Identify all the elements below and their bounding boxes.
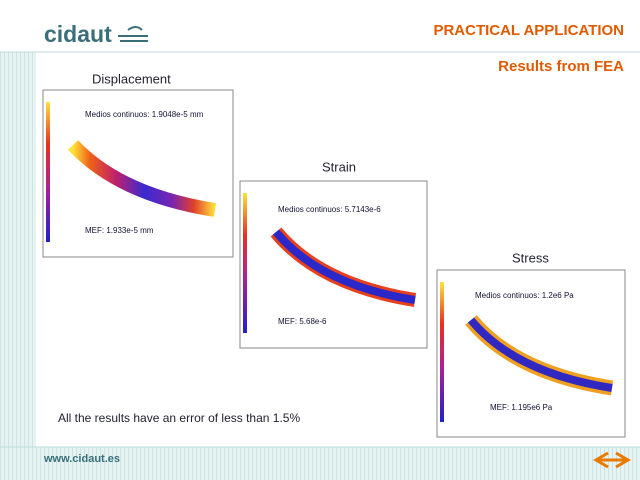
mef-result: MEF: 1.933e-5 mm [85,226,154,235]
logo: cidaut [44,21,112,47]
panel-label: Displacement [92,71,171,86]
beam [67,140,217,217]
result-image [436,269,626,438]
result-image [42,89,234,258]
header-bg [0,0,640,52]
panel-label: Strain [322,159,356,174]
beam [272,229,416,304]
footer-url: www.cidaut.es [43,453,120,465]
subtitle: Results from FEA [498,58,624,75]
title: PRACTICAL APPLICATION [433,22,624,39]
legend-bar [46,102,50,242]
logo-icon [118,26,148,42]
continuous-result: Medios continuos: 1.2e6 Pa [475,291,574,300]
continuous-result: Medios continuos: 5.7143e-6 [278,205,381,214]
legend-bar [440,282,444,422]
side-stripe [0,0,36,480]
panel-label: Stress [512,250,549,265]
beam [467,317,613,392]
mef-result: MEF: 5.68e-6 [278,317,327,326]
footer-bg [0,447,640,480]
note: All the results have an error of less th… [58,411,300,425]
continuous-result: Medios continuos: 1.9048e-5 mm [85,110,204,119]
prev-button[interactable] [593,451,612,469]
result-image [239,180,428,349]
next-button[interactable] [612,451,631,469]
legend-bar [243,193,247,333]
mef-result: MEF: 1.195e6 Pa [490,403,553,412]
